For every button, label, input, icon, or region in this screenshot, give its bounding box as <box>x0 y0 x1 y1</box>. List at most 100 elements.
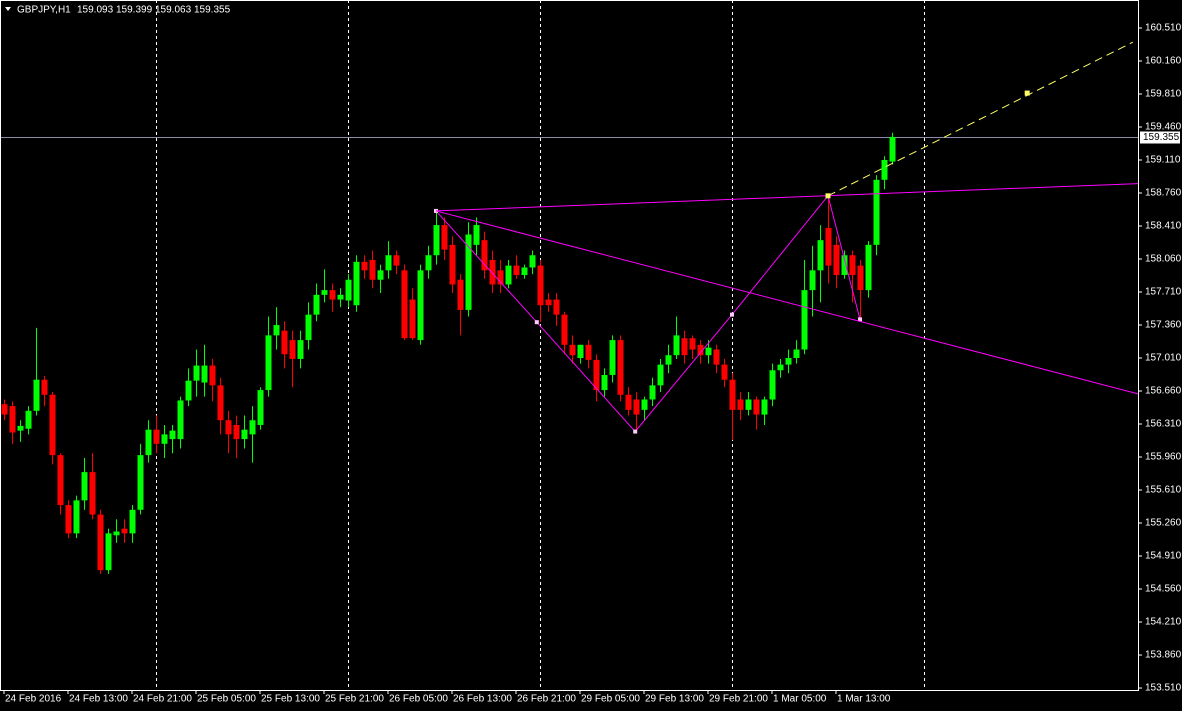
candle-body <box>521 267 528 276</box>
candle-body <box>441 225 448 250</box>
candle-body <box>601 374 608 391</box>
candle-body <box>57 455 64 506</box>
candle-body <box>457 279 464 310</box>
candle-body <box>89 472 96 515</box>
candle-body <box>25 410 32 429</box>
candle-body <box>201 365 208 383</box>
x-tick-label: 29 Feb 05:00 <box>581 694 640 705</box>
y-tick-label: 155.610 <box>1145 485 1182 496</box>
x-tick-label: 24 Feb 13:00 <box>69 694 128 705</box>
candle-body <box>289 340 296 359</box>
candle-body <box>425 255 432 271</box>
candle-body <box>593 359 600 391</box>
y-tick-label: 154.910 <box>1145 551 1182 562</box>
candle-body <box>217 385 224 421</box>
candle-body <box>857 265 864 291</box>
y-tick-label: 154.210 <box>1145 617 1182 628</box>
candle-body <box>873 179 880 245</box>
y-tick-label: 158.760 <box>1145 188 1182 199</box>
candle-body <box>401 270 408 339</box>
candle-body <box>561 314 568 345</box>
candle-body <box>33 379 40 411</box>
x-tick-label: 25 Feb 13:00 <box>261 694 320 705</box>
candle-body <box>689 338 696 350</box>
candle-body <box>321 290 328 295</box>
zigzag-point <box>633 429 638 434</box>
zigzag-point <box>730 312 734 317</box>
candle-body <box>273 325 280 336</box>
projection-line <box>827 41 1134 197</box>
candle-body <box>793 349 800 359</box>
candle-body <box>177 400 184 440</box>
candle-body <box>297 340 304 359</box>
candle-body <box>385 255 392 271</box>
y-tick-label: 156.660 <box>1145 386 1182 397</box>
trendline <box>435 183 1139 212</box>
price-label: 159.355 <box>1143 132 1180 143</box>
candle-body <box>97 514 104 571</box>
x-tick-label: 1 Mar 05:00 <box>773 694 827 705</box>
candle-body <box>737 399 744 410</box>
candle-body <box>313 294 320 315</box>
candle-body <box>1 404 8 415</box>
candle-body <box>713 349 720 365</box>
x-tick-label: 25 Feb 05:00 <box>197 694 256 705</box>
candle-body <box>625 394 632 410</box>
candle-body <box>801 290 808 350</box>
candle-body <box>609 340 616 375</box>
candle-body <box>193 365 200 381</box>
candle-body <box>145 429 152 456</box>
plot-frame <box>0 0 1139 691</box>
candle-body <box>369 259 376 280</box>
candle-body <box>361 261 368 271</box>
y-tick-label: 158.410 <box>1145 221 1182 232</box>
x-tick-label: 29 Feb 13:00 <box>645 694 704 705</box>
zigzag-point <box>858 317 862 322</box>
candle-body <box>705 347 712 356</box>
y-tick-label: 159.810 <box>1145 89 1182 100</box>
menu-arrow[interactable] <box>5 7 11 11</box>
projection-point <box>825 193 831 199</box>
candle-body <box>465 234 472 310</box>
candle-body <box>497 270 504 285</box>
candle-body <box>729 379 736 410</box>
candle-body <box>137 455 144 510</box>
candle-body <box>17 425 24 431</box>
header-open: 159.093 <box>77 5 114 16</box>
y-tick-label: 153.510 <box>1145 683 1182 694</box>
y-tick-label: 157.360 <box>1145 320 1182 331</box>
candle-body <box>649 385 656 400</box>
candle-body <box>305 314 312 341</box>
candle-body <box>489 259 496 285</box>
candle-body <box>105 533 112 571</box>
header-low: 159.063 <box>155 5 192 16</box>
candle-body <box>377 270 384 280</box>
candle-body <box>641 399 648 410</box>
candle-body <box>673 335 680 356</box>
candle-body <box>433 225 440 256</box>
y-tick-label: 160.510 <box>1145 23 1182 34</box>
candle-body <box>113 531 120 536</box>
x-tick-label: 26 Feb 13:00 <box>453 694 512 705</box>
candle-body <box>417 270 424 341</box>
candle-body <box>65 505 72 534</box>
candle-body <box>721 364 728 380</box>
y-tick-label: 157.010 <box>1145 353 1182 364</box>
x-tick-label: 1 Mar 13:00 <box>837 694 891 705</box>
y-tick-label: 159.460 <box>1145 122 1182 133</box>
candle-body <box>153 429 160 444</box>
candle-body <box>577 344 584 359</box>
candle-body <box>241 429 248 440</box>
candle-body <box>777 364 784 371</box>
candle-body <box>169 430 176 440</box>
candle-body <box>121 528 128 534</box>
candle-body <box>809 270 816 291</box>
x-tick-label: 24 Feb 21:00 <box>133 694 192 705</box>
y-tick-label: 157.710 <box>1145 287 1182 298</box>
y-tick-label: 154.560 <box>1145 584 1182 595</box>
candle-body <box>553 299 560 315</box>
candle-body <box>409 299 416 339</box>
candle-body <box>657 364 664 386</box>
candle-body <box>825 227 832 266</box>
